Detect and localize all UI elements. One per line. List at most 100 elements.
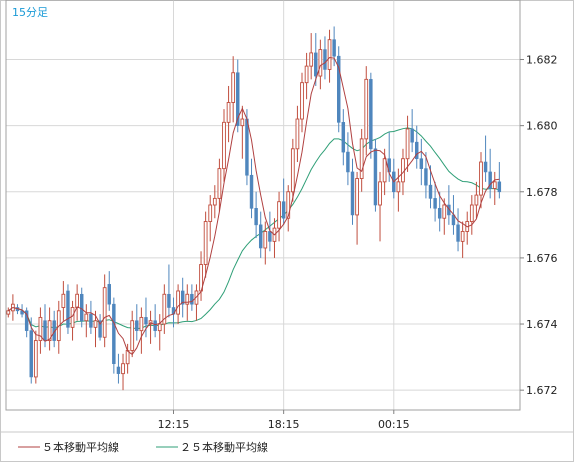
candle-body-up: [300, 82, 304, 120]
candle-body-up: [240, 118, 245, 127]
candle-body-up: [290, 148, 295, 193]
candle-body-up: [359, 138, 364, 179]
candle-body-down: [415, 141, 419, 160]
candle-body-up: [460, 231, 465, 242]
candle-body-up: [286, 191, 291, 219]
candle-body-down: [66, 290, 70, 328]
y-tick-label: 1.682: [526, 54, 558, 67]
legend-label: ２５本移動平均線: [180, 440, 268, 454]
candle-body-up: [84, 313, 89, 322]
candle-body-down: [456, 224, 460, 242]
candle-body-down: [341, 122, 346, 153]
candle-body-down: [373, 148, 378, 206]
candle-body-up: [38, 316, 43, 342]
candle-body-down: [144, 317, 148, 325]
timeframe-label: 15分足: [12, 6, 48, 19]
plot-area-border: [5, 0, 521, 411]
candle-body-up: [355, 178, 359, 216]
y-tick-label: 1.674: [526, 318, 558, 331]
candle-body-up: [208, 204, 213, 222]
y-tick-label: 1.680: [526, 120, 558, 133]
candle-body-up: [33, 340, 38, 378]
candle-body-up: [401, 158, 405, 183]
candle-body-up: [162, 293, 167, 325]
candle-body-down: [281, 201, 286, 219]
candle-body-up: [304, 65, 309, 84]
candle-body-up: [70, 307, 75, 328]
candle-body-down: [419, 158, 424, 169]
candle-body-up: [121, 363, 125, 375]
candle-body-down: [410, 128, 414, 143]
candle-body-up: [492, 181, 497, 189]
candle-body-up: [396, 181, 401, 193]
candle-body-up: [309, 52, 314, 67]
candle-body-up: [217, 168, 222, 199]
candle-body-down: [80, 293, 84, 322]
candle-body-up: [327, 39, 332, 70]
candle-body-up: [212, 197, 217, 206]
candle-body-up: [263, 231, 268, 249]
candle-body-up: [185, 293, 190, 305]
candle-body-down: [153, 320, 157, 331]
x-tick-label: 12:15: [158, 418, 190, 431]
candle-body-down: [268, 231, 272, 242]
candles-group: [6, 26, 502, 391]
candle-body-down: [43, 320, 47, 341]
candle-body-up: [226, 102, 231, 123]
y-tick-label: 1.672: [526, 384, 558, 397]
y-axis: 1.672 1.674 1.676 1.678 1.680 1.682: [520, 54, 558, 397]
candle-body-up: [295, 118, 300, 150]
candle-body-down: [254, 208, 258, 226]
candle-body-up: [231, 72, 236, 103]
candle-body-down: [337, 55, 341, 123]
candle-body-up: [61, 293, 66, 308]
candle-body-up: [382, 158, 387, 183]
candle-body-down: [20, 310, 24, 315]
ma5-line: [7, 56, 500, 356]
candle-body-up: [93, 320, 98, 328]
candle-body-down: [350, 171, 355, 216]
x-axis: 12:15 18:15 00:15: [158, 410, 410, 431]
candle-body-up: [157, 323, 162, 332]
candle-body-up: [469, 204, 474, 222]
candle-body-down: [497, 181, 502, 193]
candle-body-down: [437, 208, 442, 219]
y-tick-label: 1.676: [526, 252, 558, 265]
candle-body-down: [29, 330, 33, 378]
candle-body-down: [24, 310, 29, 331]
candle-body-up: [102, 287, 107, 338]
candle-body-down: [433, 198, 437, 209]
candle-body-down: [249, 174, 254, 209]
candle-body-down: [167, 293, 171, 308]
candle-body-up: [378, 181, 382, 206]
candle-body-down: [258, 224, 263, 249]
candle-body-down: [236, 72, 240, 126]
candle-body-up: [277, 201, 281, 229]
candle-body-up: [75, 293, 80, 308]
candle-body-down: [369, 79, 373, 150]
candle-body-up: [139, 316, 144, 332]
candle-body-up: [405, 128, 410, 160]
y-tick-label: 1.678: [526, 186, 558, 199]
candle-body-down: [332, 39, 336, 57]
ma5-line-group: [7, 56, 500, 356]
x-tick-label: 18:15: [268, 418, 300, 431]
candle-body-down: [428, 184, 433, 199]
candle-body-down: [112, 303, 116, 365]
candle-body-up: [479, 161, 483, 196]
candle-body-down: [314, 52, 318, 77]
candle-body-up: [47, 320, 52, 342]
candle-body-down: [98, 320, 102, 338]
candle-body-up: [203, 221, 208, 265]
candle-body-up: [442, 204, 447, 219]
x-tick-label: 00:15: [378, 418, 410, 431]
legend: ５本移動平均線 ２５本移動平均線: [18, 440, 268, 454]
candle-body-up: [176, 290, 180, 315]
legend-label: ５本移動平均線: [42, 440, 119, 454]
candle-body-up: [474, 194, 479, 206]
candle-body-down: [180, 290, 185, 305]
candle-body-down: [346, 151, 350, 173]
candle-body-down: [89, 313, 93, 328]
candle-body-down: [135, 320, 139, 331]
